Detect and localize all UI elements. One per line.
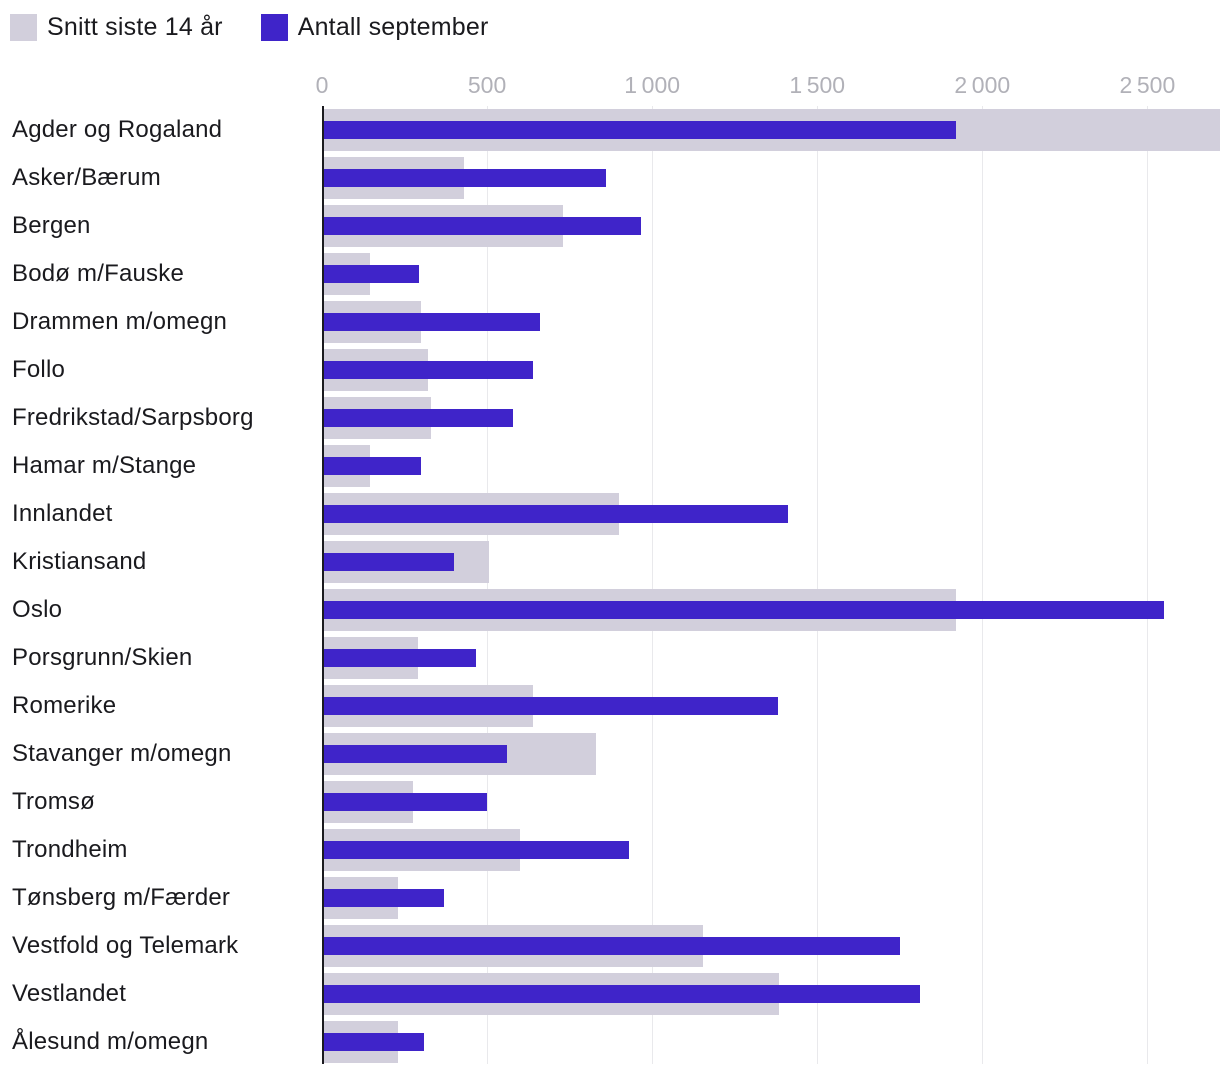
bar-september[interactable]: [322, 121, 956, 139]
bar-row: [322, 394, 1220, 442]
bar-row: [322, 730, 1220, 778]
category-label: Vestlandet: [12, 980, 127, 1007]
category-label: Follo: [12, 356, 66, 383]
category-label: Kristiansand: [12, 548, 147, 575]
bar-september[interactable]: [322, 697, 778, 715]
y-axis-line: [322, 106, 324, 1064]
x-tick-label: 1 500: [789, 72, 846, 98]
legend-swatch-september: [260, 14, 288, 41]
category-label: Agder og Rogaland: [12, 116, 223, 143]
category-label: Oslo: [12, 596, 63, 623]
category-label: Stavanger m/omegn: [12, 740, 232, 767]
bar-september[interactable]: [322, 457, 422, 475]
category-label: Bodø m/Fauske: [12, 260, 184, 287]
bar-row: [322, 682, 1220, 730]
gridline: [487, 106, 489, 1064]
bar-september[interactable]: [322, 985, 920, 1003]
category-label: Fredrikstad/Sarpsborg: [12, 404, 254, 431]
bar-row: [322, 778, 1220, 826]
legend-item-september: Antall september: [260, 13, 489, 42]
bar-row: [322, 346, 1220, 394]
legend-label-avg: Snitt siste 14 år: [47, 13, 223, 41]
category-label: Romerike: [12, 692, 117, 719]
bar-row: [322, 202, 1220, 250]
category-label: Tromsø: [12, 788, 95, 815]
bar-september[interactable]: [322, 361, 534, 379]
legend: Snitt siste 14 år Antall september: [10, 13, 489, 42]
category-labels: Agder og Rogaland Asker/Bærum Bergen Bodø m…: [12, 106, 320, 1066]
gridline: [652, 106, 654, 1064]
legend-label-september: Antall september: [297, 13, 489, 41]
category-label: Vestfold og Telemark: [12, 932, 239, 959]
gridline: [1147, 106, 1149, 1064]
x-tick-label: 1 000: [624, 72, 681, 98]
bar-row: [322, 538, 1220, 586]
legend-item-avg: Snitt siste 14 år: [10, 13, 223, 42]
bar-row: [322, 1018, 1220, 1066]
category-label: Drammen m/omegn: [12, 308, 228, 335]
category-label: Bergen: [12, 212, 91, 239]
bar-september[interactable]: [322, 793, 488, 811]
category-label: Ålesund m/omegn: [12, 1028, 209, 1055]
plot-area: [322, 106, 1220, 1072]
bar-september[interactable]: [322, 601, 1164, 619]
bar-september[interactable]: [322, 745, 507, 763]
category-label: Innlandet: [12, 500, 113, 527]
bar-september[interactable]: [322, 409, 514, 427]
category-label: Hamar m/Stange: [12, 452, 197, 479]
bar-row: [322, 922, 1220, 970]
bar-row: [322, 586, 1220, 634]
legend-swatch-avg: [10, 14, 37, 41]
bar-row: [322, 826, 1220, 874]
bar-september[interactable]: [322, 1033, 425, 1051]
bar-september[interactable]: [322, 505, 788, 523]
bar-september[interactable]: [322, 841, 630, 859]
bar-row: [322, 634, 1220, 682]
bar-row: [322, 442, 1220, 490]
category-label: Porsgrunn/Skien: [12, 644, 193, 671]
x-tick-label: 500: [467, 72, 507, 98]
bar-row: [322, 874, 1220, 922]
x-tick-label: 2 000: [954, 72, 1011, 98]
bar-september[interactable]: [322, 217, 641, 235]
gridline: [817, 106, 819, 1064]
category-label: Tønsberg m/Færder: [12, 884, 231, 911]
bar-september[interactable]: [322, 937, 900, 955]
bar-september[interactable]: [322, 313, 540, 331]
bar-row: [322, 490, 1220, 538]
bar-rows: [322, 106, 1220, 1066]
category-label: Trondheim: [12, 836, 128, 863]
bar-september[interactable]: [322, 265, 420, 283]
bar-september[interactable]: [322, 169, 606, 187]
bar-row: [322, 250, 1220, 298]
bar-row: [322, 106, 1220, 154]
gridline: [982, 106, 984, 1064]
category-label: Asker/Bærum: [12, 164, 161, 191]
bar-september[interactable]: [322, 649, 476, 667]
bar-row: [322, 298, 1220, 346]
bar-row: [322, 970, 1220, 1018]
bar-september[interactable]: [322, 553, 455, 571]
bar-row: [322, 154, 1220, 202]
bar-september[interactable]: [322, 889, 445, 907]
x-tick-label: 0: [315, 72, 329, 98]
x-tick-label: 2 500: [1119, 72, 1176, 98]
